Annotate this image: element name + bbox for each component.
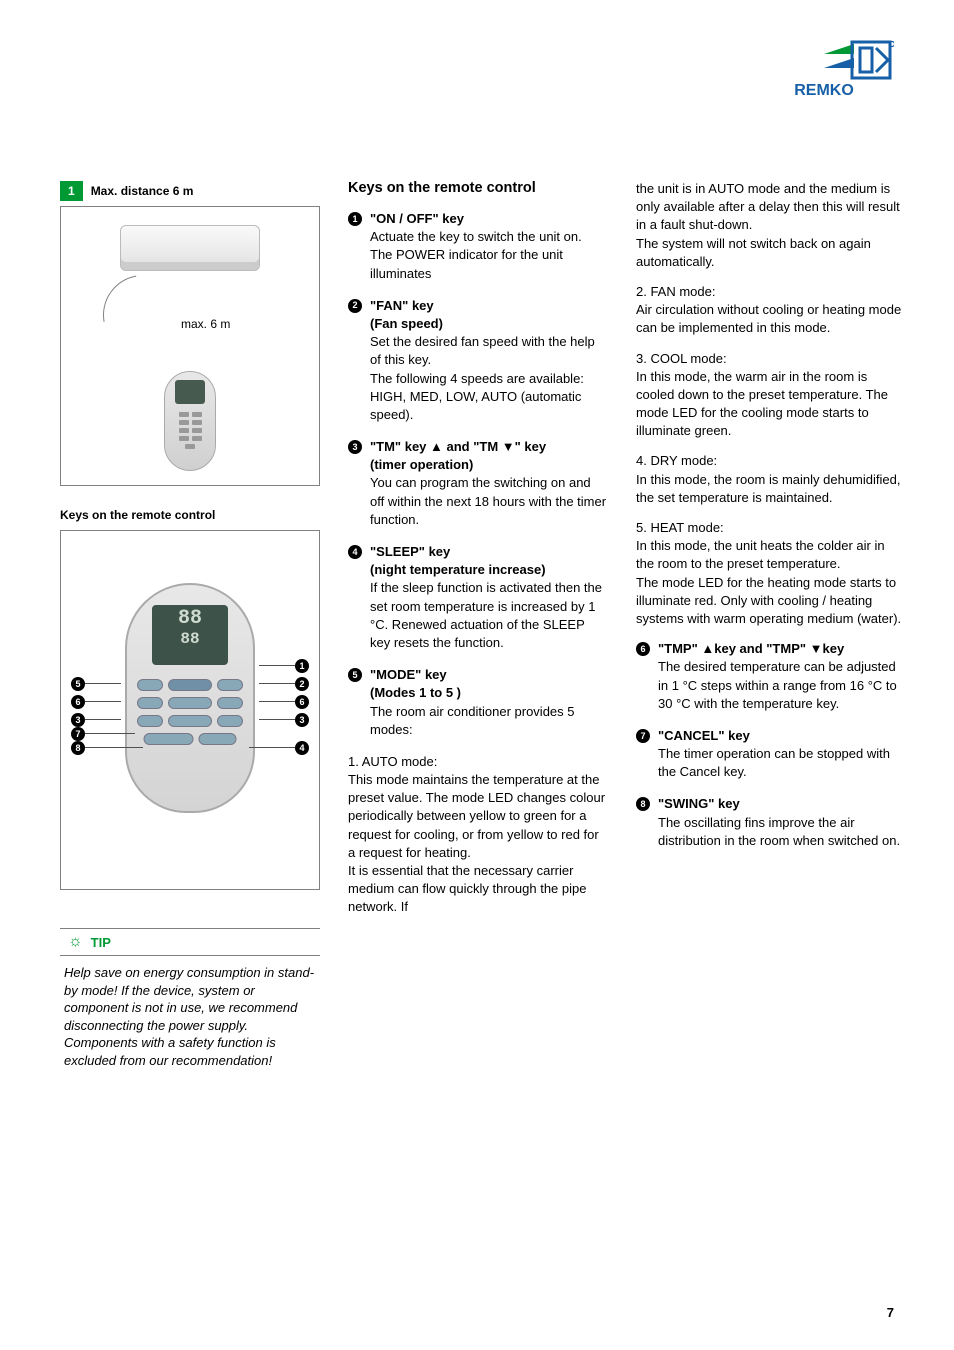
callout-6r: 6 [295,695,309,709]
key-title: "ON / OFF" key [370,211,464,226]
callout-3l: 3 [71,713,85,727]
key-num: 8 [636,797,650,811]
key-num: 4 [348,545,362,559]
col3-continuation: the unit is in AUTO mode and the medium … [636,180,906,271]
key-subtitle: (Modes 1 to 5 ) [370,685,461,700]
key-block: 1 "ON / OFF" key Actuate the key to switch… [348,210,608,283]
mode-block: 5. HEAT mode:In this mode, the unit heat… [636,519,906,628]
remote-small-illustration [164,371,216,471]
figure2-title: Keys on the remote control [60,504,320,526]
key-text: Actuate the key to switch the unit on. T… [370,228,608,283]
column-1: 1 Max. distance 6 m max. 6 m Keys on the… [60,180,320,1069]
mode-auto-title: 1. AUTO mode: [348,753,608,771]
callout-1: 1 [295,659,309,673]
key-text: You can program the switching on and off… [370,474,608,529]
key-text: Set the desired fan speed with the help … [370,333,608,424]
key-title: "SLEEP" key [370,544,450,559]
key-num: 3 [348,440,362,454]
callout-6l: 6 [71,695,85,709]
callout-5: 5 [71,677,85,691]
display-bottom: 88 [152,630,228,648]
mode-title: 5. HEAT mode: [636,519,906,537]
key-block: 8 "SWING" key The oscillating fins improve… [636,795,906,850]
key-title: "FAN" key [370,298,434,313]
ac-unit-illustration [120,225,260,271]
key-num: 5 [348,668,362,682]
max-distance-label: max. 6 m [181,317,230,331]
keys-heading: Keys on the remote control [348,180,608,196]
brand-logo: REMKO [754,40,894,100]
mode-title: 2. FAN mode: [636,283,906,301]
column-3: the unit is in AUTO mode and the medium … [636,180,906,1069]
key-num: 6 [636,642,650,656]
mode-body: In this mode, the unit heats the colder … [636,537,906,628]
tip-header: ☼ TIP [60,928,320,956]
key-block: 7 "CANCEL" key The timer operation can be … [636,727,906,782]
key-block: 3 "TM" key ▲ and "TM ▼" key (timer operati… [348,438,608,529]
key-num: 2 [348,299,362,313]
mode-block: 3. COOL mode:In this mode, the warm air … [636,350,906,441]
key-text: The desired temperature can be adjusted … [658,658,906,713]
key-subtitle: (night temperature increase) [370,562,546,577]
remote-large-illustration: 88 88 [125,583,255,813]
column-2: Keys on the remote control 1 "ON / OFF" k… [348,180,608,1069]
figure1-title: 1 Max. distance 6 m [60,180,320,202]
bulb-icon: ☼ [68,933,83,951]
mode-block: 2. FAN mode:Air circulation without cool… [636,283,906,338]
key-title: "TMP" ▲key and "TMP" ▼key [658,641,844,656]
mode-auto: 1. AUTO mode: This mode maintains the te… [348,753,608,917]
svg-text:REMKO: REMKO [794,82,854,99]
signal-arc [87,259,198,370]
page-number: 7 [887,1305,894,1320]
key-num: 7 [636,729,650,743]
key-title: "MODE" key [370,667,447,682]
tip-label: TIP [91,935,111,950]
key-block: 6 "TMP" ▲key and "TMP" ▼key The desired te… [636,640,906,713]
key-block: 4 "SLEEP" key (night temperature increase)… [348,543,608,652]
key-num: 1 [348,212,362,226]
figure1-box: max. 6 m [60,206,320,486]
key-text: If the sleep function is activated then … [370,579,608,652]
figure1-caption: Max. distance 6 m [91,184,194,198]
figure2-caption: Keys on the remote control [60,508,215,522]
display-top: 88 [152,607,228,630]
remote-display: 88 88 [152,605,228,665]
key-title: "TM" key ▲ and "TM ▼" key [370,439,546,454]
mode-title: 4. DRY mode: [636,452,906,470]
key-text: The oscillating fins improve the air dis… [658,814,906,850]
figure1-number: 1 [60,181,83,201]
mode-body: In this mode, the room is mainly dehumid… [636,471,906,507]
key-text: The room air conditioner provides 5 mode… [370,703,608,739]
key-subtitle: (timer operation) [370,457,473,472]
tip-body: Help save on energy consumption in stand… [60,956,320,1069]
figure2-box: 88 88 1 2 6 3 4 5 6 3 [60,530,320,890]
key-block: 2 "FAN" key (Fan speed) Set the desired fan… [348,297,608,424]
mode-block: 4. DRY mode:In this mode, the room is ma… [636,452,906,507]
key-title: "CANCEL" key [658,728,750,743]
mode-body: In this mode, the warm air in the room i… [636,368,906,441]
key-block: 5 "MODE" key (Modes 1 to 5 ) The room air c… [348,666,608,739]
callout-4: 4 [295,741,309,755]
mode-body: Air circulation without cooling or heati… [636,301,906,337]
mode-title: 3. COOL mode: [636,350,906,368]
callout-3r: 3 [295,713,309,727]
callout-7: 7 [71,727,85,741]
callout-8: 8 [71,741,85,755]
key-title: "SWING" key [658,796,740,811]
key-text: The timer operation can be stopped with … [658,745,906,781]
mode-auto-body: This mode maintains the temperature at t… [348,771,608,917]
key-subtitle: (Fan speed) [370,316,443,331]
callout-2: 2 [295,677,309,691]
